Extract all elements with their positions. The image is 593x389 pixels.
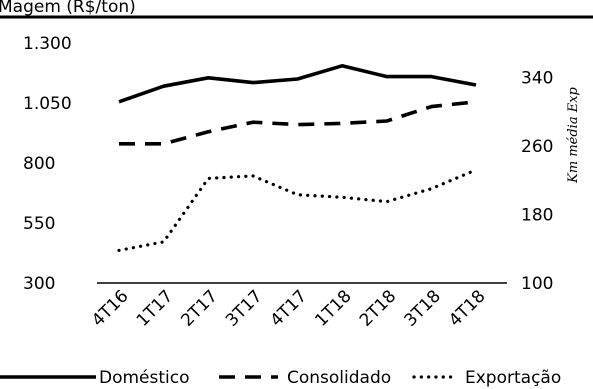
legend-label: Consolidado bbox=[287, 368, 391, 388]
right-axis-ticks: 340 260 180 100 bbox=[521, 68, 553, 294]
left-tick-label: 1.050 bbox=[23, 94, 72, 114]
series-line-dotted bbox=[117, 168, 478, 252]
x-tick-label: 2T18 bbox=[356, 286, 400, 330]
x-tick-label: 4T17 bbox=[267, 286, 311, 330]
right-tick-label: 100 bbox=[521, 274, 553, 294]
left-tick-label: 1.300 bbox=[23, 34, 72, 54]
x-tick-label: 4T16 bbox=[88, 286, 132, 330]
left-tick-label: 550 bbox=[23, 214, 55, 234]
series-line-solid bbox=[118, 64, 477, 104]
chart-title: Magem (R$/ton) bbox=[0, 0, 136, 17]
legend: Doméstico Consolidado Exportação bbox=[0, 368, 561, 388]
series-layer bbox=[117, 64, 478, 252]
x-tick-label: 2T17 bbox=[177, 286, 221, 330]
legend-label: Exportação bbox=[465, 368, 561, 388]
x-tick-label: 4T18 bbox=[445, 286, 489, 330]
right-tick-label: 260 bbox=[521, 137, 553, 157]
right-tick-label: 340 bbox=[521, 68, 553, 88]
series-line-dashed bbox=[119, 100, 477, 146]
legend-label: Doméstico bbox=[99, 368, 190, 388]
left-tick-label: 800 bbox=[23, 154, 55, 174]
right-tick-label: 180 bbox=[521, 205, 553, 225]
x-tick-label: 3T18 bbox=[400, 286, 444, 330]
x-tick-label: 3T17 bbox=[222, 286, 266, 330]
x-axis-ticks: 4T16 1T17 2T17 3T17 4T17 1T18 2T18 3T18 4T18 bbox=[88, 286, 489, 330]
left-tick-label: 300 bbox=[23, 274, 55, 294]
x-tick-label: 1T18 bbox=[311, 286, 355, 330]
right-axis-label: Km média Exp bbox=[566, 86, 581, 183]
x-tick-label: 1T17 bbox=[133, 286, 177, 330]
left-axis-ticks: 1.300 1.050 800 550 300 bbox=[23, 34, 72, 294]
